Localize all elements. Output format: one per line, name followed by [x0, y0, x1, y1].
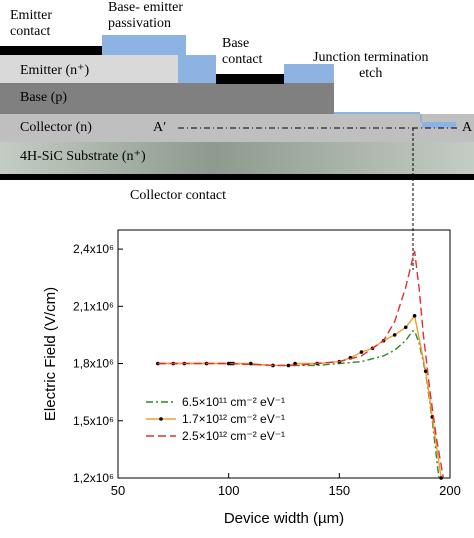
- series-point-1: [392, 333, 397, 337]
- legend-marker-1: [159, 417, 163, 421]
- series-point-1: [403, 325, 408, 330]
- y-tick-label: 2,1x10⁶: [73, 299, 114, 313]
- junction-termination-label: Junction termination etch: [313, 50, 428, 82]
- junction-termination-text: Junction termination etch: [313, 50, 429, 81]
- x-ticks: 50 100 150 200: [111, 473, 461, 498]
- base-layer-label: Base (p): [20, 90, 68, 105]
- series-point-1: [293, 361, 297, 366]
- legend-label-2: 2.5×10¹² cm⁻² eV⁻¹: [182, 429, 285, 443]
- x-tick-label: 200: [439, 483, 461, 498]
- series-group: [156, 250, 445, 480]
- collector-contact: [0, 174, 474, 180]
- plot-frame: [117, 229, 451, 479]
- passivation-text: Base- emitter passivation: [108, 0, 184, 31]
- collector-layer-label: Collector (n): [20, 120, 92, 135]
- substrate-layer: [0, 142, 474, 174]
- series-point-1: [249, 361, 253, 366]
- base-contact-text: Base contact: [222, 36, 263, 67]
- series-point-1: [423, 369, 428, 373]
- series-point-1: [286, 363, 291, 368]
- emitter-contact-label: Emitter contact: [10, 8, 52, 40]
- series-point-1: [359, 350, 364, 354]
- y-axis-label: Electric Field (V/cm): [42, 287, 59, 421]
- emitter-layer-label: Emitter (n⁺): [20, 63, 90, 78]
- emitter-layer: [0, 55, 178, 83]
- collector-contact-label: Collector contact: [130, 188, 227, 203]
- legend-label-1: 1.7×10¹² cm⁻² eV⁻¹: [182, 412, 285, 426]
- y-tick-label: 1,8x10⁶: [73, 357, 114, 371]
- passivation-label: Base- emitter passivation: [108, 0, 183, 32]
- y-ticks: 1,2x10⁶ 1,5x10⁶ 1,8x10⁶ 2,1x10⁶ 2,4x10⁶: [73, 242, 123, 485]
- chart: 1,2x10⁶ 1,5x10⁶ 1,8x10⁶ 2,1x10⁶ 2,4x10⁶ 50 10…: [42, 229, 461, 527]
- x-tick-label: 50: [111, 483, 125, 498]
- base-contact: [216, 74, 284, 84]
- legend-label-0: 6.5×10¹¹ cm⁻² eV⁻¹: [182, 395, 285, 409]
- x-axis-label: Device width (µm): [224, 510, 344, 527]
- series-point-1: [439, 476, 443, 480]
- y-tick-label: 1,2x10⁶: [73, 471, 114, 485]
- substrate-layer-label: 4H-SiC Substrate (n⁺): [20, 149, 146, 164]
- series-point-1: [412, 314, 417, 318]
- series-line-2: [157, 250, 445, 479]
- legend: 6.5×10¹¹ cm⁻² eV⁻¹ 1.7×10¹² cm⁻² eV⁻¹ 2.5×…: [146, 395, 285, 443]
- y-tick-label: 2,4x10⁶: [73, 242, 114, 256]
- base-contact-label: Base contact: [222, 36, 262, 68]
- x-tick-label: 100: [218, 483, 240, 498]
- emitter-contact: [0, 46, 102, 55]
- y-tick-label: 1,5x10⁶: [73, 414, 114, 428]
- x-tick-label: 150: [328, 483, 350, 498]
- a-label: A: [462, 120, 473, 135]
- emitter-contact-text: Emitter contact: [10, 8, 52, 39]
- device-cross-section: [0, 35, 474, 270]
- a-prime-label: A′: [153, 120, 167, 135]
- passivation-layer: [102, 35, 456, 128]
- base-layer: [0, 83, 334, 114]
